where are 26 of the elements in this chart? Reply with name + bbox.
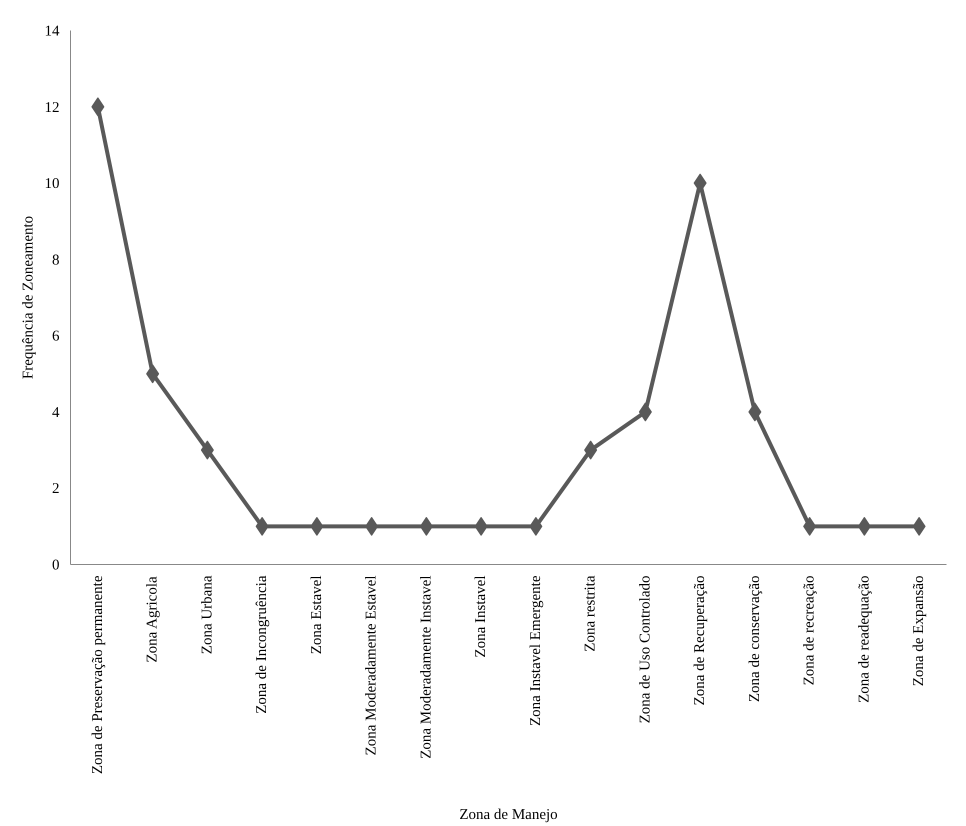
y-tick-label: 12: [44, 100, 60, 116]
y-tick-label: 0: [52, 558, 60, 574]
x-tick-label: Zona Urbana: [199, 575, 216, 654]
x-tick-label: Zona de Recuperação: [692, 575, 708, 706]
x-axis-title: Zona de Manejo: [459, 807, 558, 824]
y-tick-label: 8: [52, 252, 60, 268]
y-tick-label: 2: [52, 481, 60, 498]
y-axis-title: Frequência de Zoneamento: [20, 216, 36, 380]
x-tick-label: Zona de Incongruência: [254, 575, 270, 714]
x-tick-label: Zona de readequação: [856, 576, 872, 703]
x-tick-label: Zona Instavel: [473, 575, 490, 658]
x-tick-label: Zona de Expansão: [911, 575, 928, 686]
x-tick-label: Zona de Uso Controlado: [637, 576, 654, 724]
x-tick-label: Zona de Preservação permanente: [90, 575, 106, 774]
x-tick-label: Zona Agricola: [144, 576, 161, 663]
y-tick-label: 4: [52, 404, 60, 421]
x-tick-label: Zona Moderadamente Estavel: [364, 575, 380, 756]
x-tick-label: Zona de recreação: [802, 575, 818, 686]
x-tick-label: Zona Moderadamente Instavel: [418, 575, 434, 759]
x-tick-label: Zona Instavel Emergente: [528, 575, 544, 726]
y-tick-label: 6: [52, 328, 60, 345]
x-tick-label: Zona de conservação: [746, 575, 763, 702]
x-tick-label: Zona restrita: [582, 575, 599, 652]
y-tick-label: 14: [44, 24, 60, 40]
y-tick-label: 10: [44, 176, 60, 192]
x-tick-label: Zona Estavel: [308, 575, 325, 654]
